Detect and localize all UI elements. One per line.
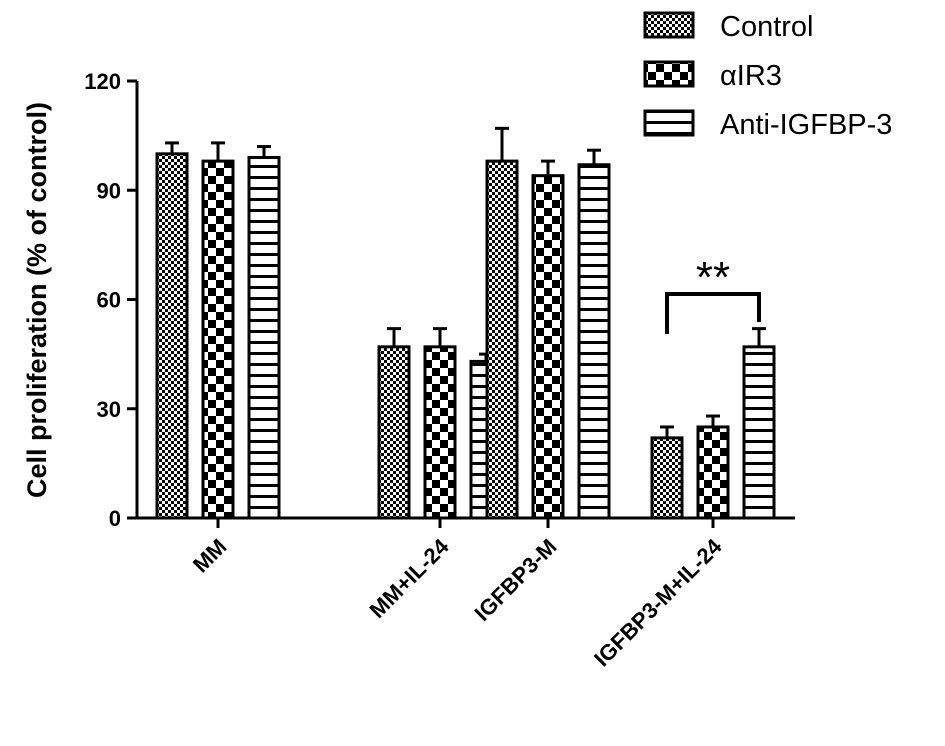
y-tick-label: 60: [97, 288, 121, 313]
bar-Control: [377, 345, 411, 520]
x-tick-label: MM: [188, 534, 232, 578]
bar-Anti-IGFBP-3: [577, 163, 611, 520]
legend-label: αIR3: [720, 60, 782, 92]
significance-label: **: [696, 253, 730, 302]
bars: [155, 126, 776, 520]
bar-Anti-IGFBP-3: [247, 155, 281, 520]
y-tick-label: 120: [84, 69, 121, 94]
y-axis-title: Cell proliferation (% of control): [22, 102, 52, 498]
x-tick-label: IGFBP3-M+IL-24: [589, 533, 727, 671]
legend-swatch: [643, 60, 695, 88]
y-tick-label: 0: [109, 506, 121, 531]
legend: Control αIR3 Anti-IGFBP-3: [643, 11, 892, 141]
bar-αIR3: [423, 345, 457, 520]
bar-Control: [155, 152, 189, 520]
x-tick-label: IGFBP3-M: [470, 534, 562, 626]
legend-label: Anti-IGFBP-3: [720, 109, 892, 141]
y-tick-label: 30: [97, 397, 121, 422]
y-tick-label: 90: [97, 178, 121, 203]
bar-Control: [485, 159, 519, 520]
annotations: **: [665, 253, 761, 334]
x-tick-label: MM+IL-24: [365, 533, 455, 623]
bar-αIR3: [696, 425, 730, 520]
legend-swatch: [643, 109, 695, 137]
legend-swatch: [643, 11, 695, 39]
legend-label: Control: [720, 11, 814, 43]
bar-αIR3: [531, 174, 565, 520]
significance-bracket: [665, 292, 761, 334]
bar-Anti-IGFBP-3: [742, 345, 776, 520]
bar-Control: [650, 436, 684, 520]
bar-αIR3: [201, 159, 235, 520]
